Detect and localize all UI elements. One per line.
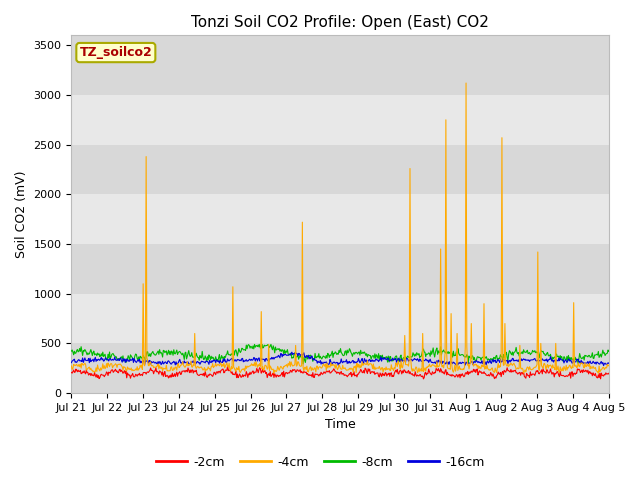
Title: Tonzi Soil CO2 Profile: Open (East) CO2: Tonzi Soil CO2 Profile: Open (East) CO2 (191, 15, 489, 30)
Text: TZ_soilco2: TZ_soilco2 (79, 46, 152, 59)
Bar (72, 244, 609, 294)
Bar (72, 343, 609, 393)
Bar (72, 45, 609, 95)
X-axis label: Time: Time (324, 419, 355, 432)
Bar (72, 144, 609, 194)
Bar (72, 294, 609, 343)
Bar (72, 95, 609, 144)
Y-axis label: Soil CO2 (mV): Soil CO2 (mV) (15, 170, 28, 258)
Bar (72, 194, 609, 244)
Legend: -2cm, -4cm, -8cm, -16cm: -2cm, -4cm, -8cm, -16cm (150, 451, 490, 474)
